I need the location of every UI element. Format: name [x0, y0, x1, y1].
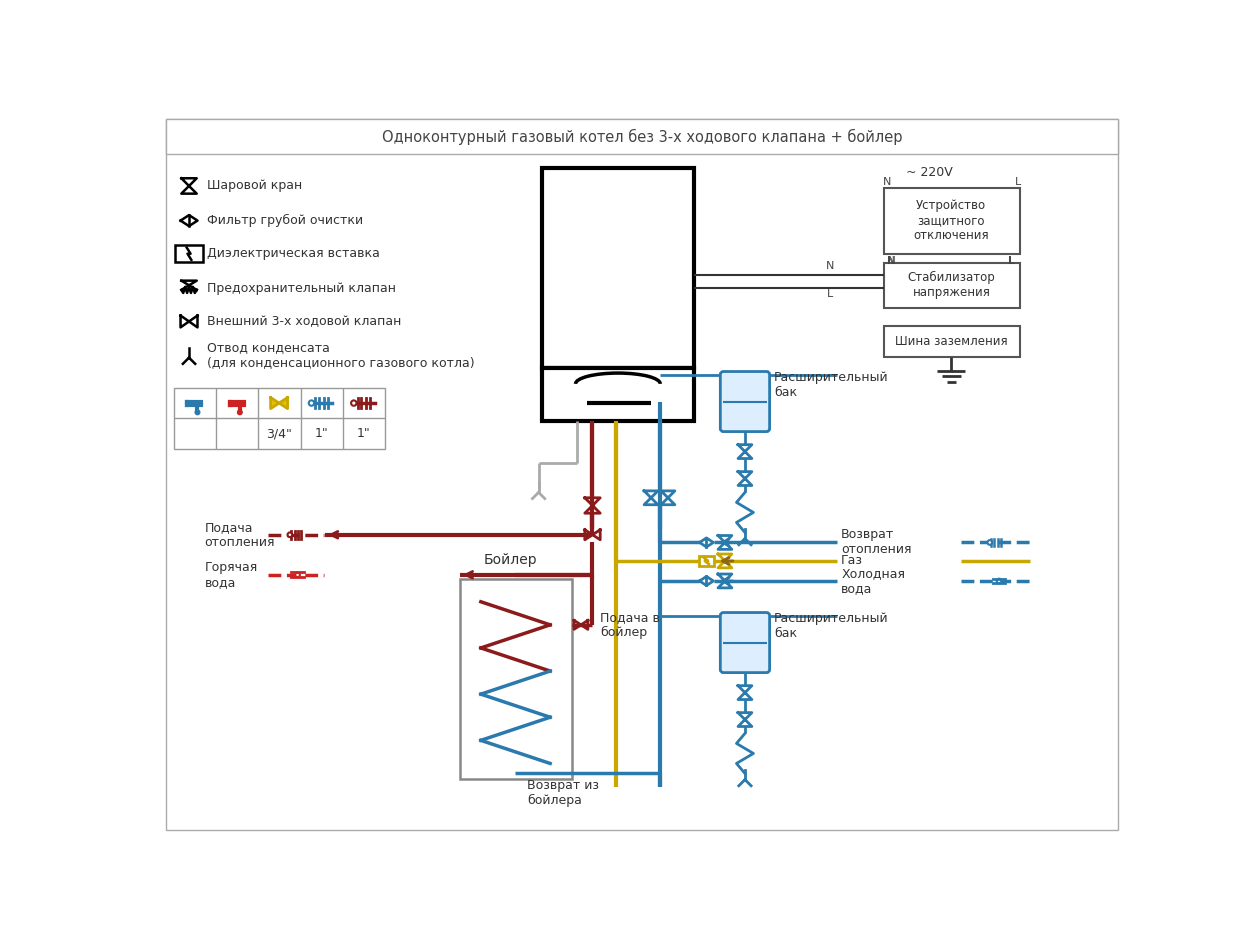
Bar: [174, 387, 386, 449]
Text: L: L: [1010, 257, 1015, 266]
Text: Одноконтурный газовый котел без 3-х ходового клапана + бойлер: Одноконтурный газовый котел без 3-х ходо…: [382, 129, 903, 145]
FancyBboxPatch shape: [720, 371, 769, 431]
Circle shape: [351, 400, 357, 406]
Text: Подача в
бойлер: Подача в бойлер: [600, 611, 660, 639]
Text: N: N: [887, 257, 895, 266]
Text: Диэлектрическая вставка: Диэлектрическая вставка: [208, 247, 381, 260]
Text: Газ: Газ: [841, 555, 863, 568]
Text: Отвод конденсата
(для конденсационного газового котла): Отвод конденсата (для конденсационного г…: [208, 341, 475, 369]
Bar: [883, 188, 1020, 254]
Text: Холодная
вода: Холодная вода: [841, 567, 905, 595]
Text: N: N: [826, 261, 833, 272]
Text: 3/4": 3/4": [266, 428, 292, 440]
Bar: [165, 119, 1119, 153]
Text: Горячая
вода: Горячая вода: [204, 561, 258, 588]
Text: Шаровой кран: Шаровой кран: [208, 180, 303, 193]
Text: Внешний 3-х ходовой клапан: Внешний 3-х ходовой клапан: [208, 315, 402, 328]
Bar: [543, 368, 694, 421]
Text: ~ 220V: ~ 220V: [906, 166, 954, 180]
Text: Устройство
защитного
отключения: Устройство защитного отключения: [913, 199, 989, 243]
Text: Бойлер: Бойлер: [484, 553, 536, 567]
Text: Расширительный
бак: Расширительный бак: [774, 370, 888, 399]
Circle shape: [238, 410, 242, 415]
Circle shape: [308, 400, 315, 406]
Circle shape: [288, 532, 292, 537]
Text: L: L: [1007, 257, 1014, 266]
FancyBboxPatch shape: [720, 613, 769, 673]
Bar: [460, 579, 571, 779]
Text: L: L: [1015, 177, 1021, 187]
Text: L: L: [827, 290, 833, 299]
Text: Подача
отопления: Подача отопления: [204, 521, 274, 549]
Circle shape: [195, 410, 199, 415]
Bar: [883, 263, 1020, 307]
Text: Расширительный
бак: Расширительный бак: [774, 612, 888, 639]
Polygon shape: [271, 398, 279, 409]
Text: Возврат
отопления: Возврат отопления: [841, 528, 912, 556]
Circle shape: [987, 540, 992, 545]
Text: 1": 1": [315, 428, 328, 440]
Circle shape: [296, 572, 299, 577]
Text: Шина заземления: Шина заземления: [895, 335, 1007, 348]
Circle shape: [996, 579, 1001, 583]
Text: Стабилизатор
напряжения: Стабилизатор напряжения: [907, 272, 995, 299]
Text: Фильтр грубой очистки: Фильтр грубой очистки: [208, 214, 363, 227]
Text: N: N: [888, 257, 896, 266]
Text: 1": 1": [357, 428, 371, 440]
Bar: [699, 556, 714, 566]
Bar: [883, 326, 1020, 357]
Text: N: N: [883, 177, 892, 187]
Text: Возврат из
бойлера: Возврат из бойлера: [528, 779, 599, 807]
Polygon shape: [279, 398, 288, 409]
Text: Предохранительный клапан: Предохранительный клапан: [208, 282, 396, 295]
Bar: [175, 245, 203, 262]
Bar: [543, 168, 694, 368]
